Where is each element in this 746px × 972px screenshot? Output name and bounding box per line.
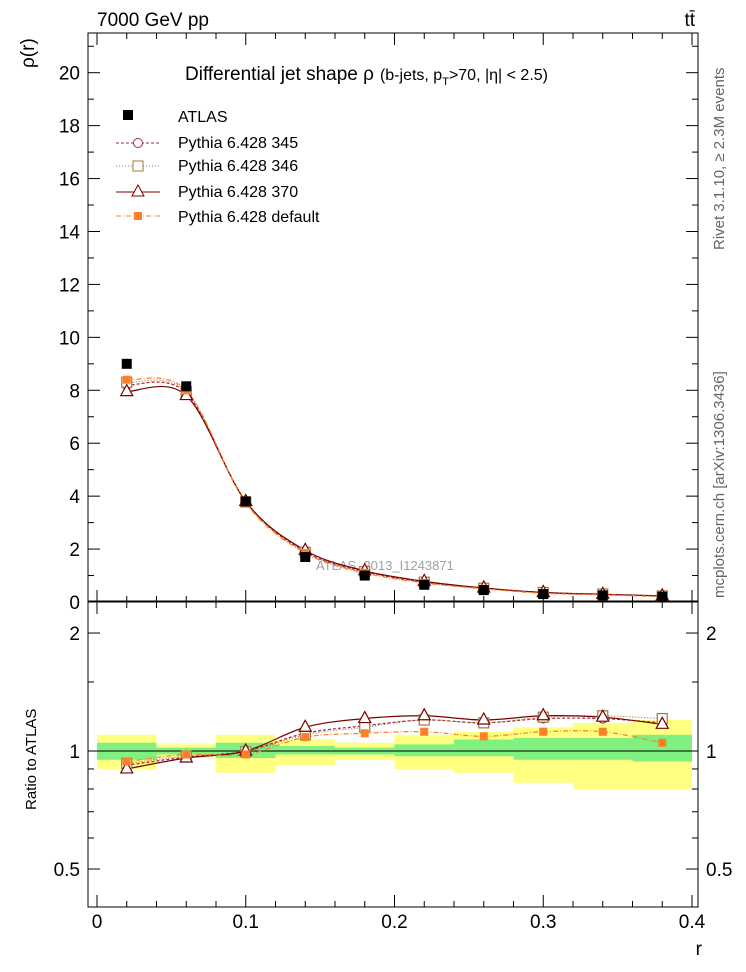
ratio-point-fsquare [598,727,607,736]
legend-marker-default [134,212,142,220]
ratio-series-layer [119,707,670,774]
band-inner-7 [513,737,573,760]
series-line-triangle [126,385,663,597]
legend-marker-370 [131,183,145,197]
legend-label-atlas: ATLAS [178,109,228,126]
legend: ATLAS Pythia 6.428 345 Pythia 6.428 346 … [116,109,320,226]
ratio-point-triangle [417,707,432,721]
legend-label-default: Pythia 6.428 default [178,209,320,226]
legend-marker-atlas [123,110,133,120]
main-y-tick-label: 12 [59,275,80,296]
ratio-point-fsquare [539,727,548,736]
ratio-point-fsquare [182,750,191,759]
chart-title: Differential jet shape ρ (b-jets, pT>70, … [185,64,548,88]
main-y-tick-label: 18 [59,117,80,138]
legend-label-370: Pythia 6.428 370 [178,184,298,201]
ratio-ylabel: Ratio to ATLAS [23,709,40,810]
data-point-atlas [657,591,668,602]
ratio-point-fsquare [122,757,131,766]
main-ylabel: ρ(r) [18,38,39,68]
main-y-tick-label: 6 [69,434,80,455]
x-tick-label: 0.3 [530,912,556,933]
ratio-point-triangle [357,710,372,724]
ratio-point-triangle [595,708,610,722]
ratio-point-fsquare [658,738,667,747]
legend-label-345: Pythia 6.428 345 [178,135,298,152]
data-point-atlas [478,585,489,596]
ratio-point-fsquare [479,732,488,741]
legend-label-346: Pythia 6.428 346 [178,158,298,175]
legend-marker-346 [132,160,144,172]
main-y-tick-label: 16 [59,170,80,191]
main-y-tick-label: 4 [69,487,80,508]
main-y-tick-label: 0 [69,593,80,614]
main-y-tick-label: 8 [69,381,80,402]
main-y-tick-label: 2 [69,540,80,561]
ratio-y-tick-label-right: 1 [706,742,717,763]
ratio-point-triangle [476,711,491,725]
process-label: tt̄ [684,10,695,31]
ratio-point-fsquare [301,733,310,742]
band-inner-6 [454,739,514,757]
main-series-layer [119,358,670,602]
data-point-triangle [119,383,134,397]
band-inner-3 [275,745,335,755]
ratio-plot-frame [87,601,699,908]
ratio-point-triangle [655,716,670,729]
main-y-tick-label: 20 [59,64,80,85]
x-axis-label: r [696,939,703,960]
data-point-atlas [538,589,549,600]
ratio-point-triangle [536,707,551,721]
main-y-tick-label: 10 [59,328,80,349]
ratio-y-tick-label-left: 2 [69,624,80,645]
data-point-atlas [359,570,370,581]
data-point-atlas [597,590,608,601]
x-tick-label: 0.2 [381,912,407,933]
main-y-tick-label: 14 [59,222,81,243]
ratio-point-triangle [298,718,313,732]
series-line-fsquare [126,377,663,598]
ratio-y-tick-label-right: 2 [706,624,717,645]
data-point-atlas [121,358,132,369]
ratio-line-fsquare [126,730,663,763]
band-inner-5 [394,744,454,757]
ratio-y-tick-label-left: 0.5 [54,860,80,881]
data-point-atlas [240,496,251,507]
rivet-label: Rivet 3.1.10, ≥ 2.3M events [711,68,728,251]
x-tick-label: 0.4 [679,912,706,933]
x-tick-label: 0 [92,912,103,933]
uncertainty-bands [88,719,698,790]
mcplots-label: mcplots.cern.ch [arXiv:1306.3436] [711,371,728,598]
ratio-y-tick-label-right: 0.5 [706,860,732,881]
x-tick-labels: 0 0.1 0.2 0.3 0.4 [92,912,706,933]
data-point-atlas [181,381,192,392]
data-point-atlas [300,552,311,563]
legend-marker-345 [133,138,143,148]
ratio-point-fsquare [420,727,429,736]
ratio-y-tick-labels: 0.5 0.5 1 1 2 2 [54,624,733,881]
ratio-y-tick-label-left: 1 [69,742,80,763]
main-y-tick-labels: 0 2 4 6 8 10 12 14 16 18 20 [59,64,81,614]
data-point-fsquare [122,375,131,384]
main-plot-frame [87,32,699,602]
ratio-line-circle [126,717,663,766]
band-inner-8 [573,737,633,760]
ratio-point-fsquare [360,729,369,738]
data-point-atlas [419,579,430,590]
x-tick-label: 0.1 [233,912,259,933]
ratio-point-fsquare [241,750,250,759]
axis-ticks [88,33,698,907]
energy-label: 7000 GeV pp [97,10,209,31]
ratio-point-triangle [119,760,134,774]
